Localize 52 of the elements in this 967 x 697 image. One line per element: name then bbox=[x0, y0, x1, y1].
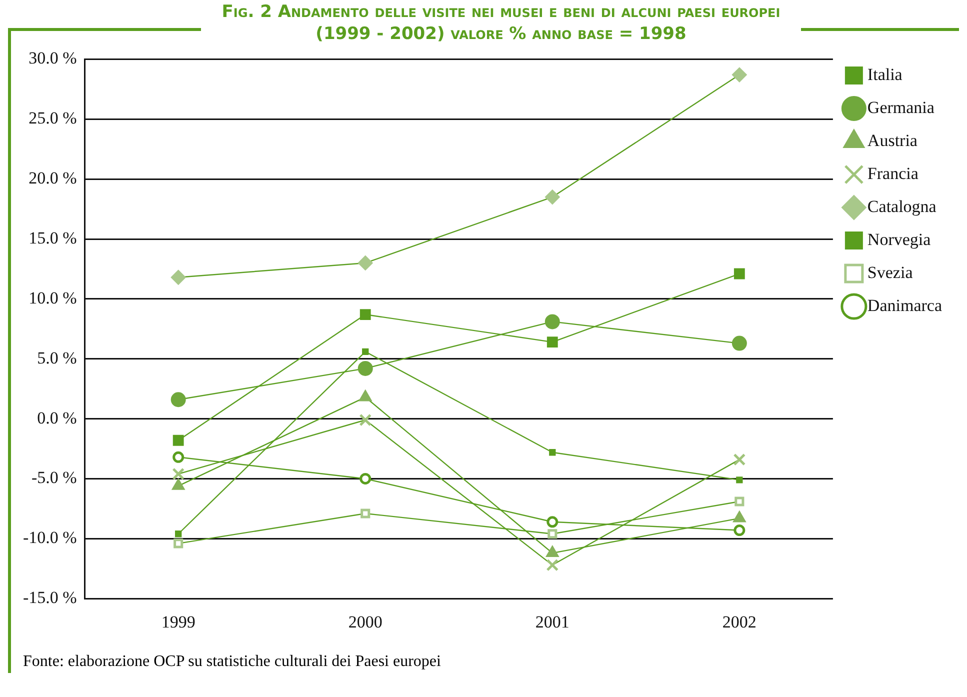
point bbox=[172, 434, 184, 446]
point bbox=[734, 524, 746, 536]
legend-label: Austria bbox=[867, 130, 918, 150]
point bbox=[174, 538, 184, 548]
legend-label: Svezia bbox=[867, 262, 914, 282]
y-tick-label: -10.0 % bbox=[22, 528, 77, 548]
legend-label: Danimarca bbox=[867, 296, 942, 315]
point bbox=[360, 508, 370, 518]
y-tick-label: 30.0 % bbox=[28, 48, 77, 68]
point bbox=[734, 496, 744, 506]
x-tick-label: 1999 bbox=[161, 612, 196, 632]
point bbox=[544, 314, 560, 330]
y-tick-label: 5.0 % bbox=[37, 348, 77, 368]
x-tick-label: 2000 bbox=[348, 612, 382, 632]
y-tick-label: 25.0 % bbox=[28, 108, 77, 128]
point bbox=[732, 336, 747, 351]
y-tick-label: 15.0 % bbox=[28, 228, 77, 248]
legend-label: Norvegia bbox=[867, 230, 932, 249]
legend-label: Francia bbox=[867, 164, 919, 183]
y-tick-label: -5.0 % bbox=[31, 468, 77, 488]
legend-label: Germania bbox=[867, 98, 935, 117]
point bbox=[172, 468, 185, 480]
point bbox=[170, 392, 186, 408]
point bbox=[546, 336, 558, 348]
chart-title: Fig. 2 Andamento delle visite nei musei e beni di alcuni paesi europei (1999 - 2002) valore % anno base = 1998 bbox=[201, 1, 801, 45]
point bbox=[175, 530, 182, 538]
point bbox=[170, 270, 186, 285]
point bbox=[732, 67, 747, 82]
y-tick-label: 20.0 % bbox=[28, 168, 77, 188]
point bbox=[544, 190, 560, 205]
y-tick-label: -15.0 % bbox=[22, 588, 77, 608]
point bbox=[360, 309, 371, 320]
point bbox=[358, 255, 373, 270]
point bbox=[548, 529, 558, 539]
point bbox=[734, 268, 745, 280]
x-tick-label: 2002 bbox=[722, 612, 756, 632]
point bbox=[358, 360, 373, 376]
point bbox=[546, 558, 559, 572]
point bbox=[359, 414, 372, 426]
point bbox=[736, 476, 743, 484]
y-tick-label: 10.0 % bbox=[28, 288, 77, 308]
point bbox=[549, 449, 556, 456]
point bbox=[172, 451, 184, 463]
legend-label: Italia bbox=[867, 64, 903, 84]
x-tick-label: 2001 bbox=[535, 612, 570, 632]
point bbox=[546, 516, 558, 528]
legend-label: Catalogna bbox=[867, 196, 937, 216]
source-note: Fonte: elaborazione OCP su statistiche culturali dei Paesi europei bbox=[22, 652, 442, 672]
point bbox=[362, 348, 369, 356]
y-tick-label: 0.0 % bbox=[37, 408, 77, 428]
point bbox=[360, 472, 372, 484]
point bbox=[733, 453, 746, 466]
